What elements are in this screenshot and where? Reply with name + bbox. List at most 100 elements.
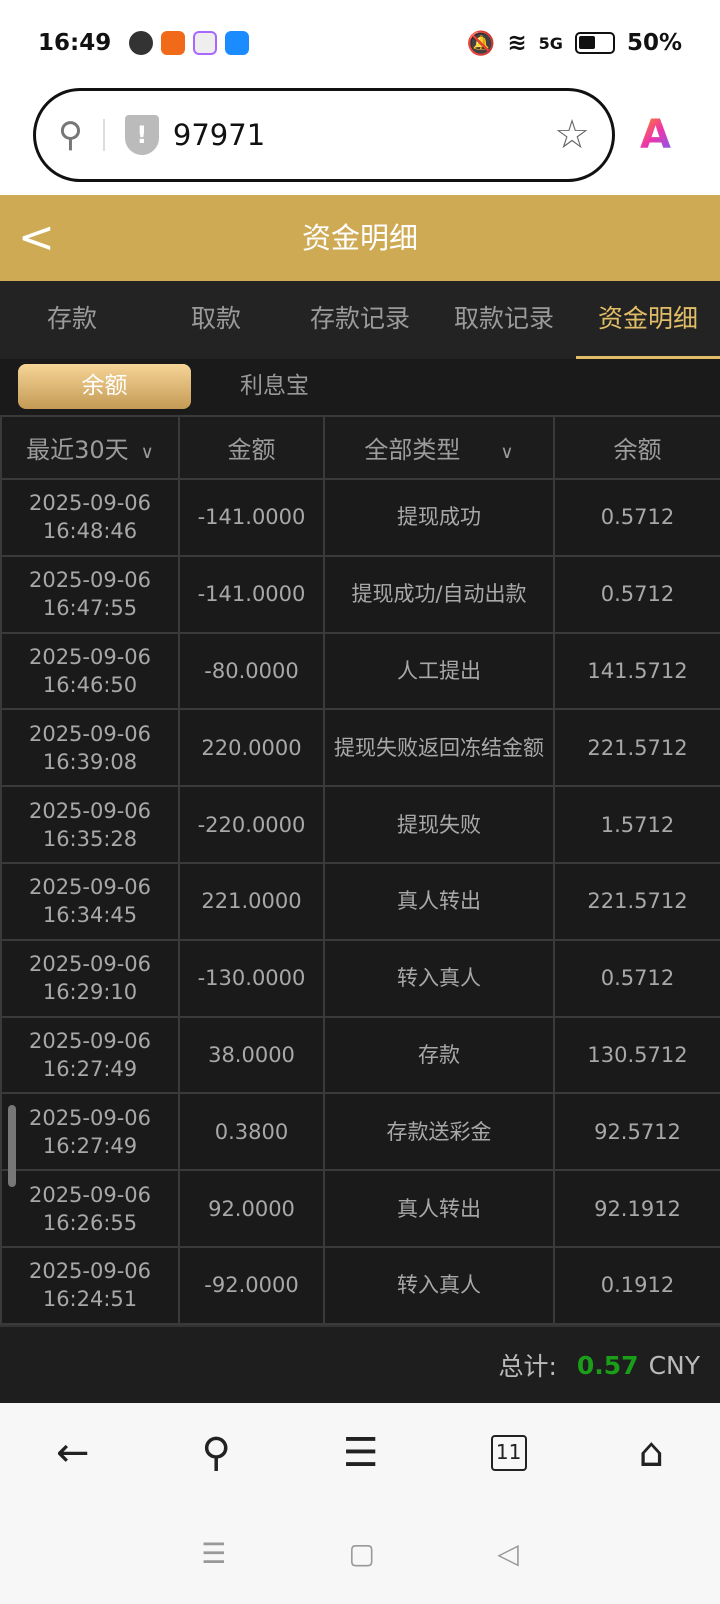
signal-icon: 5G <box>538 33 563 53</box>
row-balance: 221.5712 <box>553 861 720 941</box>
row-time: 16:47:55 <box>42 596 138 621</box>
table-row: 2025-09-06 16:29:10 -130.0000 转入真人 0.5712 <box>0 938 720 1018</box>
row-amount: 221.0000 <box>178 861 325 941</box>
row-type: 存款送彩金 <box>323 1092 555 1172</box>
date-filter-dropdown[interactable]: 最近30天 ∨ <box>0 415 180 480</box>
app-icon <box>193 31 218 55</box>
star-icon[interactable]: ☆ <box>554 112 590 158</box>
table-row: 2025-09-06 16:34:45 221.0000 真人转出 221.571… <box>0 861 720 941</box>
subtab-interest[interactable]: 利息宝 <box>240 373 309 399</box>
back-arrow-icon[interactable]: ← <box>55 1430 90 1476</box>
row-amount: -92.0000 <box>178 1245 325 1325</box>
row-date: 2025-09-06 <box>28 1259 152 1284</box>
page-header: < 资金明细 <box>0 195 720 281</box>
balance-header: 余额 <box>553 415 720 480</box>
scrollbar[interactable] <box>8 1105 16 1187</box>
row-date: 2025-09-06 <box>28 1028 152 1053</box>
search-icon[interactable]: ⚲ <box>58 115 83 155</box>
row-date: 2025-09-06 <box>28 491 152 516</box>
address-bar[interactable]: ⚲ ! 97971 ☆ <box>33 88 615 182</box>
chevron-down-icon: ∨ <box>500 442 514 463</box>
table-row: 2025-09-06 16:39:08 220.0000 提现失败返回冻结金额 2… <box>0 708 720 788</box>
row-amount: 220.0000 <box>178 708 325 788</box>
row-datetime: 2025-09-06 16:47:55 <box>0 554 180 634</box>
sub-tabs: 余额 利息宝 <box>0 359 720 415</box>
table-row: 2025-09-06 16:46:50 -80.0000 人工提出 141.571… <box>0 631 720 711</box>
row-date: 2025-09-06 <box>28 952 152 977</box>
row-datetime: 2025-09-06 16:39:08 <box>0 708 180 788</box>
menu-icon[interactable]: ☰ <box>342 1430 379 1476</box>
row-date: 2025-09-06 <box>28 875 152 900</box>
status-time: 16:49 <box>38 30 112 56</box>
tab-withdraw-records[interactable]: 取款记录 <box>453 304 554 333</box>
tabs-button[interactable]: 11 <box>490 1435 527 1471</box>
app-icon <box>225 31 250 55</box>
app-icon <box>161 31 186 55</box>
row-amount: -220.0000 <box>178 785 325 864</box>
row-time: 16:26:55 <box>42 1210 138 1235</box>
tab-fund-details[interactable]: 资金明细 <box>576 281 720 359</box>
wifi-icon: ≋ <box>507 30 527 56</box>
total-value: 0.57 <box>576 1350 639 1380</box>
type-filter-label: 全部类型 <box>364 436 461 464</box>
row-date: 2025-09-06 <box>28 1182 152 1207</box>
tab-deposit-records[interactable]: 存款记录 <box>309 304 410 333</box>
row-datetime: 2025-09-06 16:48:46 <box>0 478 180 557</box>
row-datetime: 2025-09-06 16:46:50 <box>0 631 180 711</box>
row-time: 16:39:08 <box>42 749 138 774</box>
row-time: 16:27:49 <box>42 1056 138 1081</box>
row-amount: 0.3800 <box>178 1092 325 1172</box>
table-row: 2025-09-06 16:26:55 92.0000 真人转出 92.1912 <box>0 1169 720 1248</box>
battery-level: 50% <box>626 30 682 56</box>
row-type: 人工提出 <box>323 631 555 711</box>
row-date: 2025-09-06 <box>28 644 152 669</box>
row-time: 16:35:28 <box>42 826 138 851</box>
main-tabs: 存款 取款 存款记录 取款记录 资金明细 <box>0 281 720 359</box>
total-bar: 总计: 0.57 CNY <box>0 1325 720 1403</box>
row-time: 16:29:10 <box>42 980 138 1005</box>
type-filter-dropdown[interactable]: 全部类型 ∨ <box>323 415 555 480</box>
row-date: 2025-09-06 <box>28 798 152 823</box>
total-label: 总计: <box>498 1352 557 1381</box>
row-type: 存款 <box>323 1015 555 1095</box>
url-text[interactable]: 97971 <box>172 118 266 152</box>
tab-deposit[interactable]: 存款 <box>46 304 97 333</box>
ai-assistant-icon[interactable]: A <box>640 112 671 158</box>
row-date: 2025-09-06 <box>28 568 152 593</box>
amount-header: 金额 <box>178 415 325 480</box>
system-nav: ☰ ▢ ◁ <box>0 1503 720 1604</box>
row-date: 2025-09-06 <box>28 1105 152 1130</box>
search-icon[interactable]: ⚲ <box>201 1430 231 1476</box>
row-balance: 0.5712 <box>553 478 720 557</box>
row-type: 真人转出 <box>323 1169 555 1248</box>
tab-withdraw[interactable]: 取款 <box>190 304 241 333</box>
total-currency: CNY <box>648 1350 700 1380</box>
row-type: 真人转出 <box>323 861 555 941</box>
row-datetime: 2025-09-06 16:27:49 <box>0 1092 180 1172</box>
fund-table: 最近30天 ∨ 金额 全部类型 ∨ 余额 2025-09-06 16:48:46 -1… <box>0 415 720 1325</box>
divider <box>102 119 105 151</box>
row-amount: -80.0000 <box>178 631 325 711</box>
recent-apps-icon[interactable]: ☰ <box>201 1537 227 1570</box>
table-row: 2025-09-06 16:35:28 -220.0000 提现失败 1.5712 <box>0 785 720 864</box>
row-amount: 38.0000 <box>178 1015 325 1095</box>
row-balance: 130.5712 <box>553 1015 720 1095</box>
row-time: 16:27:49 <box>42 1133 138 1158</box>
back-triangle-icon[interactable]: ◁ <box>497 1537 519 1570</box>
row-datetime: 2025-09-06 16:27:49 <box>0 1015 180 1095</box>
shield-warning-icon[interactable]: ! <box>124 115 159 155</box>
row-datetime: 2025-09-06 16:34:45 <box>0 861 180 941</box>
row-date: 2025-09-06 <box>28 721 152 746</box>
home-square-icon[interactable]: ▢ <box>348 1537 375 1570</box>
page-title: 资金明细 <box>301 221 418 255</box>
chevron-down-icon: ∨ <box>140 442 154 463</box>
row-time: 16:46:50 <box>42 672 138 697</box>
row-balance: 0.1912 <box>553 1245 720 1325</box>
home-icon[interactable]: ⌂ <box>638 1430 664 1476</box>
back-button[interactable]: < <box>18 212 55 263</box>
row-amount: -130.0000 <box>178 938 325 1018</box>
table-row: 2025-09-06 16:47:55 -141.0000 提现成功/自动出款 0… <box>0 554 720 634</box>
row-time: 16:48:46 <box>42 519 138 544</box>
subtab-balance[interactable]: 余额 <box>18 364 191 409</box>
row-balance: 1.5712 <box>553 785 720 864</box>
